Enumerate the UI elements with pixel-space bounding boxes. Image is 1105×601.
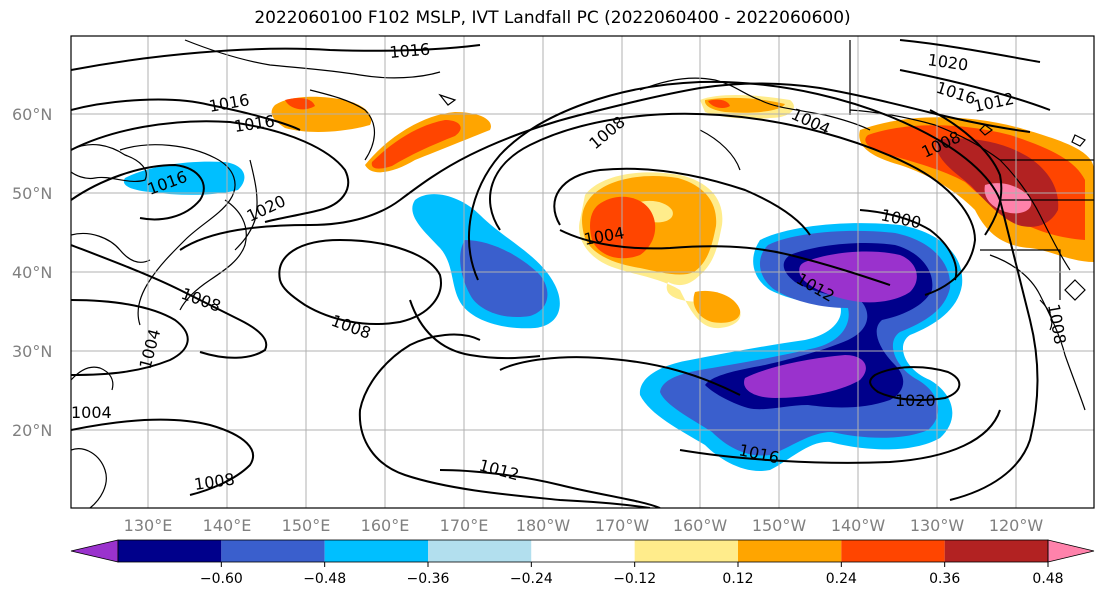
lon-label: 170°W bbox=[595, 516, 650, 535]
contour-labels: 1016 1016 1016 1016 1020 1020 1016 1012 … bbox=[136, 40, 1070, 494]
ivt-positive-region bbox=[693, 290, 741, 323]
colorbar-tick-label: −0.12 bbox=[613, 571, 656, 587]
lon-label: 130°E bbox=[124, 516, 173, 535]
colorbar-segment bbox=[324, 540, 428, 562]
lat-label: 40°N bbox=[12, 263, 52, 282]
lon-label: 150°W bbox=[752, 516, 807, 535]
colorbar-extend-high bbox=[1047, 539, 1095, 563]
ivt-negative-region bbox=[123, 161, 245, 195]
colorbar-segment bbox=[738, 540, 842, 562]
contour-label: 1004 bbox=[71, 403, 112, 422]
colorbar-tick-label: 0.36 bbox=[929, 571, 960, 587]
colorbar-tick-label: −0.24 bbox=[510, 571, 553, 587]
contour-label: 1020 bbox=[895, 391, 936, 410]
ivt-negative-region bbox=[460, 240, 548, 318]
longitude-labels: 130°E 140°E 150°E 160°E 170°E 180°W 170°… bbox=[124, 516, 1044, 535]
lat-label: 50°N bbox=[12, 184, 52, 203]
colorbar-segment bbox=[118, 540, 222, 562]
contour-label: 1016 bbox=[389, 40, 431, 62]
lat-label: 20°N bbox=[12, 421, 52, 440]
colorbar-tick-label: −0.60 bbox=[200, 571, 243, 587]
lon-label: 140°W bbox=[831, 516, 886, 535]
lon-label: 170°E bbox=[440, 516, 489, 535]
colorbar-tick-label: 0.12 bbox=[722, 571, 753, 587]
lon-label: 140°E bbox=[203, 516, 252, 535]
lon-label: 160°W bbox=[673, 516, 728, 535]
lon-label: 180°W bbox=[516, 516, 571, 535]
ivt-positive-region bbox=[371, 120, 461, 169]
lat-label: 60°N bbox=[12, 105, 52, 124]
map-frame bbox=[70, 35, 1095, 509]
colorbar-segment bbox=[531, 540, 635, 562]
lat-label: 30°N bbox=[12, 342, 52, 361]
colorbar-segment bbox=[944, 540, 1048, 562]
colorbar-tick-label: 0.48 bbox=[1032, 571, 1063, 587]
colorbar-segment bbox=[634, 540, 738, 562]
colorbar-segment bbox=[428, 540, 532, 562]
colorbar-tick-label: −0.48 bbox=[303, 571, 346, 587]
ivt-positive-region bbox=[590, 196, 656, 259]
latitude-labels: 60°N 50°N 40°N 30°N 20°N bbox=[12, 105, 52, 440]
lon-label: 130°W bbox=[910, 516, 965, 535]
colorbar: −0.60 −0.48 −0.36 −0.24 −0.12 0.12 0.24 0.36 0.4… bbox=[70, 539, 1095, 587]
colorbar-tick-label: 0.24 bbox=[826, 571, 857, 587]
ivt-positive-region bbox=[285, 98, 315, 110]
colorbar-segment bbox=[841, 540, 945, 562]
lon-label: 120°W bbox=[989, 516, 1044, 535]
colorbar-outline bbox=[117, 539, 1049, 563]
map-title: 2022060100 F102 MSLP, IVT Landfall PC (2… bbox=[254, 8, 851, 28]
colorbar-tick-label: −0.36 bbox=[407, 571, 450, 587]
ivt-negative-region bbox=[744, 355, 866, 398]
ivt-positive-region bbox=[708, 99, 730, 109]
mslp-contours bbox=[71, 39, 1051, 508]
lon-label: 150°E bbox=[282, 516, 331, 535]
colorbar-segment bbox=[221, 540, 325, 562]
lon-label: 160°E bbox=[361, 516, 410, 535]
colorbar-extend-low bbox=[70, 539, 119, 563]
